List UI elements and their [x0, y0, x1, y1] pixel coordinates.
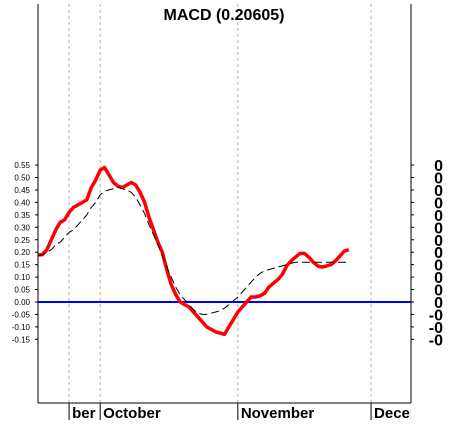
month-label-3: December: [374, 405, 447, 422]
right-tick-label-7: 0: [434, 245, 443, 262]
right-tick-label-6: 0: [434, 233, 443, 250]
right-tick-label-9: 0: [434, 270, 443, 287]
right-tick-label-1: 0: [434, 171, 443, 188]
y-tick-label-14: -0.15: [12, 335, 31, 344]
right-tick-label-4: 0: [434, 208, 443, 225]
y-tick-label-8: 0.15: [14, 261, 30, 270]
right-tick-label-2: 0: [434, 183, 443, 200]
y-tick-label-3: 0.40: [14, 198, 30, 207]
y-tick-label-10: 0.05: [14, 286, 30, 295]
y-tick-label-0: 0.55: [14, 161, 30, 170]
y-tick-label-1: 0.50: [14, 174, 30, 183]
right-tick-label-3: 0: [434, 195, 443, 212]
right-tick-label-5: 0: [434, 220, 443, 237]
series-line-1: [37, 187, 349, 315]
month-label-0: ber: [72, 405, 96, 422]
chart-title: MACD (0.20605): [164, 7, 285, 24]
right-tick-label-0: 0: [434, 158, 443, 175]
right-tick-label-13: -0: [429, 320, 443, 337]
month-label-1: October: [103, 405, 161, 422]
y-tick-label-7: 0.20: [14, 248, 30, 257]
right-tick-label-12: -0: [429, 307, 443, 324]
y-tick-label-9: 0.10: [14, 273, 30, 282]
grid-layer: [38, 4, 411, 403]
right-tick-label-8: 0: [434, 258, 443, 275]
month-label-group: ber October November December: [68, 403, 447, 422]
series-group: [37, 165, 350, 337]
right-tick-label-14: -0: [429, 332, 443, 349]
y-tick-label-5: 0.30: [14, 223, 30, 232]
y-tick-label-11: 0.00: [14, 298, 30, 307]
right-tick-label-10: 0: [434, 283, 443, 300]
y-tick-label-13: -0.10: [12, 323, 31, 332]
y-tick-group: 0.55 0.50 0.45 0.40 0.35 0.30 0.25 0.20 0.15 0.10…: [12, 161, 38, 344]
y-tick-label-2: 0.45: [14, 186, 30, 195]
month-label-2: November: [241, 405, 315, 422]
y-tick-label-4: 0.35: [14, 211, 30, 220]
series-line-0: [38, 165, 350, 337]
y-tick-label-12: -0.05: [12, 310, 31, 319]
y-tick-label-6: 0.25: [14, 236, 30, 245]
right-tick-label-11: 0: [434, 295, 443, 312]
